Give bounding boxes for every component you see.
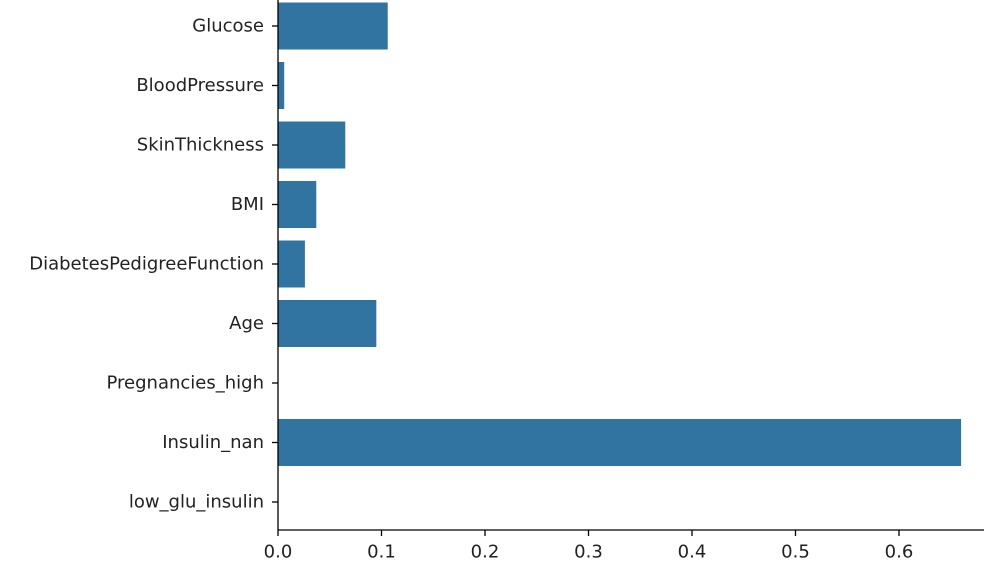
y-tick-label-low-glu-insulin: low_glu_insulin <box>129 492 264 513</box>
y-tick-label-glucose: Glucose <box>192 16 264 37</box>
y-tick-label-age: Age <box>229 313 264 334</box>
bar-glucose <box>278 2 388 50</box>
x-tick-label-6: 0.6 <box>885 542 914 563</box>
bar-insulin-nan <box>278 419 962 466</box>
bar-skinthickness <box>278 121 346 169</box>
y-tick-labels: Glucose BloodPressure SkinThickness BMI Diab… <box>29 16 278 513</box>
x-tick-label-2: 0.2 <box>471 542 500 563</box>
x-ticks: 0.0 0.1 0.2 0.3 0.4 0.5 0.6 <box>264 530 914 563</box>
y-tick-label-diabetespedigreefunction: DiabetesPedigreeFunction <box>29 254 264 275</box>
x-tick-label-4: 0.4 <box>678 542 707 563</box>
bar-age <box>278 300 377 347</box>
x-tick-label-3: 0.3 <box>574 542 603 563</box>
bar-bloodpressure <box>278 62 285 109</box>
bar-diabetespedigreefunction <box>278 240 305 288</box>
x-tick-label-1: 0.1 <box>367 542 396 563</box>
x-tick-label-5: 0.5 <box>781 542 810 563</box>
bar-bmi <box>278 181 317 228</box>
x-tick-label-0: 0.0 <box>264 542 293 563</box>
y-tick-label-insulin-nan: Insulin_nan <box>162 432 264 453</box>
y-tick-label-bmi: BMI <box>231 194 264 215</box>
y-tick-label-pregnancies-high: Pregnancies_high <box>107 373 264 394</box>
y-tick-label-skinthickness: SkinThickness <box>137 135 264 156</box>
y-tick-label-bloodpressure: BloodPressure <box>136 75 264 96</box>
bars-group <box>278 2 962 466</box>
